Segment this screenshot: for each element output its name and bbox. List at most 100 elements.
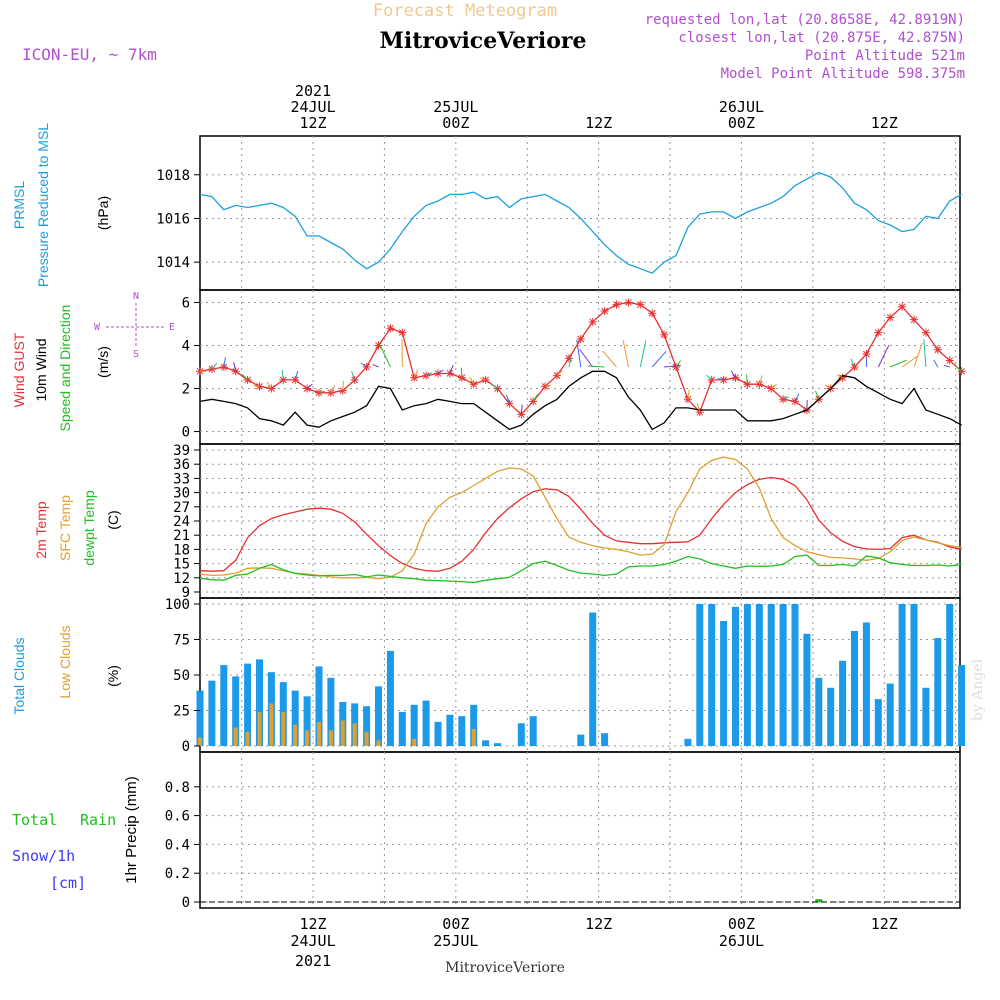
compass-rose: N S W E xyxy=(94,291,175,360)
requested-coords: requested lon,lat (20.8658E, 42.8919N) xyxy=(645,12,965,28)
bottom-time-label: 12Z xyxy=(585,915,612,933)
gust-point xyxy=(921,328,930,337)
wind-direction-arrow xyxy=(758,375,763,385)
y-tick-label: 21 xyxy=(173,528,190,544)
total-clouds-bar xyxy=(386,650,394,746)
total-clouds-bar xyxy=(577,734,585,746)
total-clouds-bar xyxy=(494,743,501,746)
bottom-time-label: 26JUL xyxy=(719,932,764,950)
wind-direction-arrow xyxy=(479,377,486,381)
speed-direction-label: Speed and Direction xyxy=(57,305,73,432)
top-time-label: 2021 xyxy=(295,82,331,100)
closest-coords: closest lon,lat (20.875E, 42.875N) xyxy=(678,30,965,46)
wind-direction-arrow xyxy=(318,390,326,394)
total-clouds-bar xyxy=(398,711,406,746)
gust-point xyxy=(612,300,621,309)
bottom-time-label: 00Z xyxy=(728,915,755,933)
clouds-labels: Total Clouds Low Clouds (%) xyxy=(11,625,121,714)
bottom-time-label: 12Z xyxy=(871,915,898,933)
total-clouds-bar xyxy=(779,604,787,746)
wind-direction-arrow xyxy=(437,369,444,374)
wind-labels: Wind GUST 10m Wind Speed and Direction (… xyxy=(11,291,175,431)
total-clouds-bar xyxy=(482,740,490,746)
total-clouds-bar xyxy=(791,604,799,746)
total-clouds-bar xyxy=(767,604,775,746)
wind-direction-arrow xyxy=(814,390,820,400)
total-clouds-bar xyxy=(720,621,728,746)
wind-direction-arrow xyxy=(622,340,629,368)
wind-direction-arrow xyxy=(211,362,218,370)
low-clouds-bar xyxy=(198,737,202,746)
sfc-label: SFC Temp xyxy=(57,495,73,561)
low-clouds-bar xyxy=(412,738,417,746)
wind-direction-arrow xyxy=(955,366,962,372)
wind-direction-arrow xyxy=(425,372,433,377)
total-clouds-bar xyxy=(874,699,882,746)
total-clouds-bar xyxy=(470,704,478,746)
gust-point xyxy=(779,395,788,404)
wind-direction-arrow xyxy=(675,360,682,368)
top-time-label: 12Z xyxy=(871,114,898,132)
wind-direction-arrow xyxy=(330,385,336,394)
rain-label: Rain xyxy=(80,811,116,829)
gust-point xyxy=(564,354,573,363)
wind-direction-arrow xyxy=(782,396,790,400)
bottom-time-label: 25JUL xyxy=(433,932,478,950)
total-clouds-bar xyxy=(839,660,847,746)
gust-point xyxy=(886,313,895,322)
total-clouds-bar xyxy=(862,622,870,746)
snow-label: Snow/1h xyxy=(12,847,75,865)
t2m-label: 2m Temp xyxy=(33,501,49,559)
total-clouds-bar xyxy=(898,604,906,746)
wind-direction-arrow xyxy=(342,380,344,391)
top-time-label: 00Z xyxy=(442,114,469,132)
wind-direction-arrow xyxy=(233,361,237,372)
gust-point xyxy=(600,307,609,316)
wind-direction-arrow xyxy=(587,365,605,368)
bottom-time-label: 12Z xyxy=(300,915,327,933)
total-clouds-bar xyxy=(886,683,894,746)
wind-series-line xyxy=(199,370,962,431)
gust-point xyxy=(255,382,264,391)
gust-point xyxy=(588,317,597,326)
total-clouds-bar xyxy=(208,680,216,746)
wind-10m-label: 10m Wind xyxy=(33,338,49,401)
temperature-unit: (C) xyxy=(105,510,121,529)
watermark: by Angel xyxy=(970,658,986,721)
wind-direction-arrow xyxy=(506,394,510,404)
wind-direction-arrow xyxy=(717,378,724,381)
wind-direction-arrow xyxy=(901,355,918,368)
wind-direction-arrow xyxy=(706,374,713,381)
top-time-labels: 202124JUL12Z25JUL00Z12Z26JUL00Z12Z27JUL0… xyxy=(290,82,898,132)
total-clouds-bar xyxy=(303,696,311,746)
y-tick-label: 6 xyxy=(182,295,190,311)
gust-point xyxy=(374,341,383,350)
y-tick-label: 100 xyxy=(165,597,190,613)
y-tick-label: 0 xyxy=(182,895,190,911)
wind-direction-arrow xyxy=(568,357,572,368)
y-tick-label: 1014 xyxy=(156,255,190,271)
y-tick-label: 0.4 xyxy=(165,837,190,853)
wind-direction-arrow xyxy=(836,374,843,379)
wind-direction-arrow xyxy=(730,370,736,379)
wind-direction-arrow xyxy=(242,374,248,381)
y-tick-label: 25 xyxy=(173,704,190,720)
gust-point xyxy=(398,328,407,337)
total-clouds-bar xyxy=(244,663,252,746)
low-clouds-label: Low Clouds xyxy=(57,625,73,698)
gust-point xyxy=(683,395,692,404)
low-clouds-bar xyxy=(281,711,286,746)
wind-direction-arrow xyxy=(579,349,594,368)
total-clouds-bar xyxy=(910,604,918,746)
wind-unit: (m/s) xyxy=(95,346,111,378)
total-clouds-bar xyxy=(434,721,442,746)
footer-station: MitroviceVeriore xyxy=(445,960,565,976)
wind-direction-arrow xyxy=(639,340,647,368)
dewpt-label: dewpt Temp xyxy=(81,490,97,565)
y-tick-label: 0.8 xyxy=(165,780,190,796)
precip-labels: Total Rain Snow/1h [cm] 1hr Precip (mm) xyxy=(12,776,140,892)
wind-direction-arrow xyxy=(651,351,667,368)
y-tick-label: 0.6 xyxy=(165,809,190,825)
compass-north: N xyxy=(133,291,139,302)
total-clouds-bar xyxy=(315,666,323,746)
